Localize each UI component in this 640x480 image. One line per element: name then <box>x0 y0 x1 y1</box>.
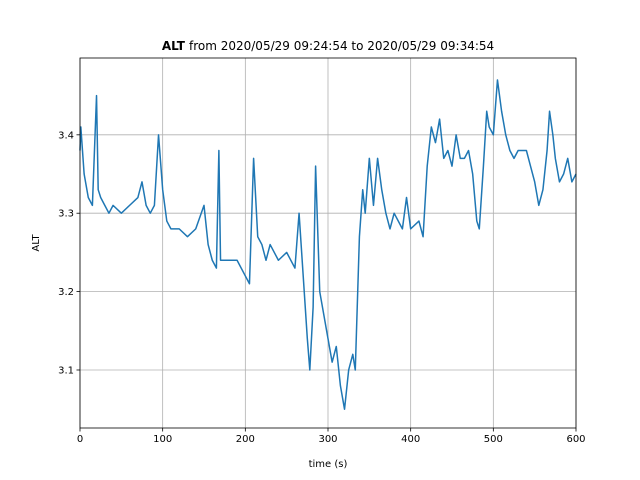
y-tick-label: 3.1 <box>58 365 74 376</box>
x-tick-label: 500 <box>484 434 503 445</box>
y-axis-label: ALT <box>31 234 42 252</box>
x-tick-label: 600 <box>566 434 585 445</box>
data-line <box>79 79 577 410</box>
title-bold: ALT <box>162 39 186 53</box>
x-tick-label: 100 <box>153 434 172 445</box>
x-tick-label: 400 <box>401 434 420 445</box>
y-tick-label: 3.4 <box>58 130 74 141</box>
chart-title: ALT from 2020/05/29 09:24:54 to 2020/05/2… <box>162 39 494 53</box>
title-rest: from 2020/05/29 09:24:54 to 2020/05/29 0… <box>189 39 494 53</box>
x-tick-label: 200 <box>236 434 255 445</box>
y-tick-label: 3.3 <box>58 209 74 220</box>
y-tick-label: 3.2 <box>58 287 74 298</box>
x-axis-label: time (s) <box>309 459 348 470</box>
x-tick-label: 300 <box>318 434 337 445</box>
plot-frame <box>79 57 577 429</box>
x-tick-label: 0 <box>77 434 83 445</box>
